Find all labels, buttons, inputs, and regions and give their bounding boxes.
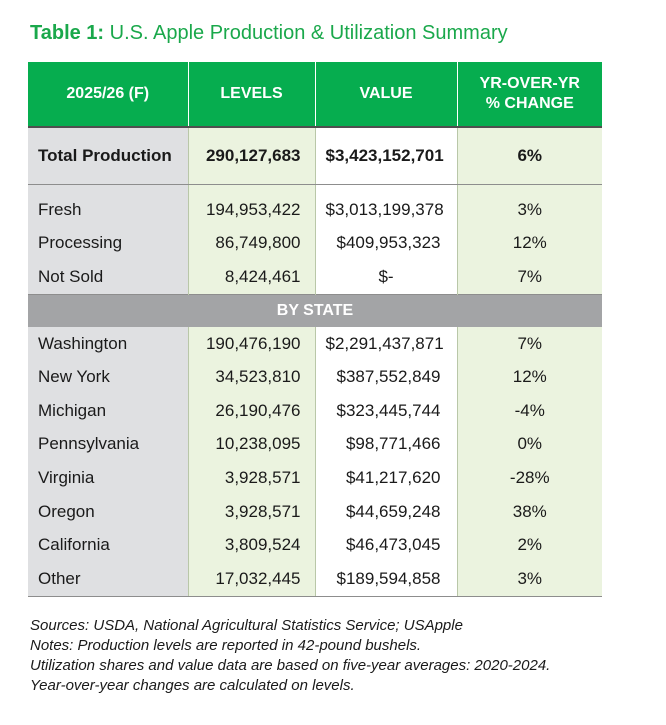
row-levels: 8,424,461 [187,260,315,295]
total-label: Total Production [28,126,188,185]
header-change-line2: % CHANGE [485,95,574,112]
table-row: California 3,809,524 $46,473,045 2% [28,528,602,562]
row-change: 12% [456,226,602,261]
row-label: Fresh [28,184,188,227]
total-row: Total Production 290,127,683 $3,423,152,… [28,126,602,185]
row-value: $98,771,466 [314,427,457,462]
row-levels: 10,238,095 [187,427,315,462]
row-change: -28% [456,461,602,495]
row-label: Michigan [28,393,188,428]
row-change: 0% [456,427,602,462]
row-levels: 17,032,445 [187,561,315,597]
row-change: 12% [456,360,602,394]
header-change-line1: YR-OVER-YR [479,75,580,92]
row-levels: 26,190,476 [187,393,315,428]
row-change: -4% [456,393,602,428]
total-levels: 290,127,683 [187,126,315,185]
total-change: 6% [456,126,602,185]
table-row: Michigan 26,190,476 $323,445,744 -4% [28,393,602,428]
row-value: $2,291,437,871 [314,326,457,361]
by-state-label: BY STATE [28,293,602,327]
row-label: New York [28,360,188,394]
row-levels: 194,953,422 [187,184,315,227]
table-number: Table 1: [30,22,105,44]
row-label: California [28,528,188,562]
row-change: 38% [456,494,602,529]
table-row: Other 17,032,445 $189,594,858 3% [28,561,602,597]
table-row: New York 34,523,810 $387,552,849 12% [28,360,602,394]
row-value: $44,659,248 [314,494,457,529]
table-row: Fresh 194,953,422 $3,013,199,378 3% [28,184,602,227]
note-sources: Sources: USDA, National Agricultural Sta… [30,617,463,634]
header-change: YR-OVER-YR % CHANGE [456,62,602,127]
table-notes: Sources: USDA, National Agricultural Sta… [30,616,660,696]
row-value: $46,473,045 [314,528,457,562]
row-levels: 86,749,800 [187,226,315,261]
row-change: 7% [456,326,602,361]
row-value: $323,445,744 [314,393,457,428]
table-title-text: U.S. Apple Production & Utilization Summ… [104,22,508,44]
row-levels: 3,809,524 [187,528,315,562]
table-row: Pennsylvania 10,238,095 $98,771,466 0% [28,427,602,462]
table-row: Oregon 3,928,571 $44,659,248 38% [28,494,602,529]
total-value: $3,423,152,701 [314,126,457,185]
row-value: $387,552,849 [314,360,457,394]
table-title: Table 1: U.S. Apple Production & Utiliza… [30,22,508,45]
row-levels: 190,476,190 [187,326,315,361]
row-value: $- [314,260,457,295]
row-label: Other [28,561,188,597]
row-value: $3,013,199,378 [314,184,457,227]
row-value: $189,594,858 [314,561,457,597]
header-levels: LEVELS [187,62,315,127]
row-levels: 34,523,810 [187,360,315,394]
row-levels: 3,928,571 [187,494,315,529]
table-row: Processing 86,749,800 $409,953,323 12% [28,226,602,261]
row-label: Processing [28,226,188,261]
row-levels: 3,928,571 [187,461,315,495]
header-period: 2025/26 (F) [28,62,188,127]
row-label: Not Sold [28,260,188,295]
apple-summary-table: 2025/26 (F) LEVELS VALUE YR-OVER-YR % CHA… [28,62,602,597]
row-change: 3% [456,561,602,597]
header-row: 2025/26 (F) LEVELS VALUE YR-OVER-YR % CHA… [28,62,602,127]
note-utilization: Utilization shares and value data are ba… [30,657,551,674]
row-change: 2% [456,528,602,562]
note-yoy: Year-over-year changes are calculated on… [30,677,355,694]
by-state-row: BY STATE [28,293,602,327]
row-value: $409,953,323 [314,226,457,261]
table-row: Virginia 3,928,571 $41,217,620 -28% [28,461,602,495]
row-value: $41,217,620 [314,461,457,495]
note-production: Notes: Production levels are reported in… [30,637,422,654]
row-change: 7% [456,260,602,295]
row-change: 3% [456,184,602,227]
row-label: Virginia [28,461,188,495]
header-value: VALUE [314,62,457,127]
row-label: Pennsylvania [28,427,188,462]
table-row: Washington 190,476,190 $2,291,437,871 7% [28,326,602,361]
row-label: Oregon [28,494,188,529]
table-row: Not Sold 8,424,461 $- 7% [28,260,602,295]
row-label: Washington [28,326,188,361]
